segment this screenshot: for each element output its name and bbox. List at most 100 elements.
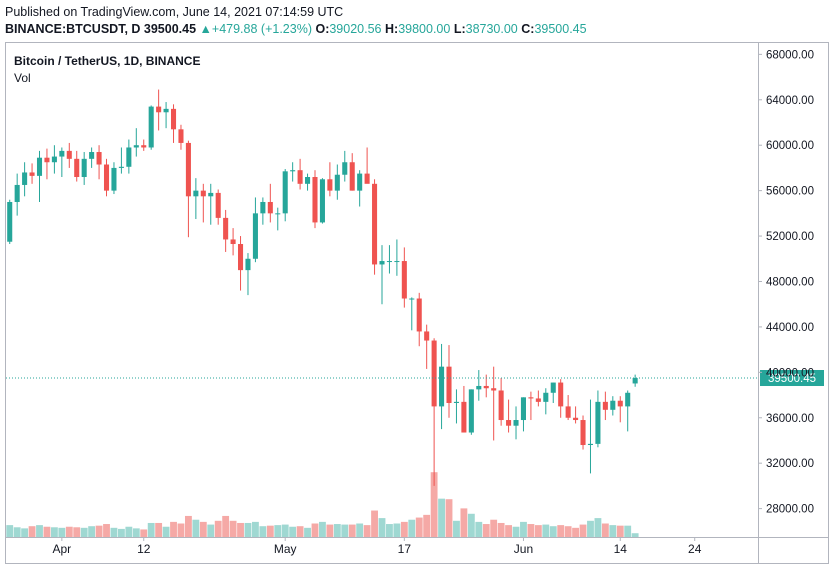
candle-body <box>29 172 35 176</box>
change-arrow-icon: ▲ <box>199 22 212 36</box>
candle-body <box>252 213 258 259</box>
volume-bar <box>631 533 639 537</box>
open-value: 39020.56 <box>329 22 382 36</box>
candle-body <box>409 298 415 300</box>
candle-body <box>632 378 638 384</box>
close-label: C: <box>521 22 535 36</box>
legend-volume-label: Vol <box>14 71 31 85</box>
last-price-label: 39500.45 <box>768 373 816 385</box>
volume-bar <box>572 527 580 537</box>
candle-body <box>51 156 57 163</box>
volume-bar <box>147 522 155 537</box>
volume-bar <box>445 499 453 537</box>
high-label: H: <box>384 22 399 36</box>
high-value: 39800.00 <box>398 22 451 36</box>
candle-body <box>587 443 594 446</box>
volume-bar <box>266 525 274 537</box>
x-tick-label: 14 <box>614 542 628 556</box>
published-line: Published on TradingView.com, June 14, 2… <box>5 5 344 19</box>
x-tick-label: 24 <box>688 542 702 556</box>
volume-bar <box>162 526 170 537</box>
volume-bar <box>326 524 334 537</box>
candle-body <box>44 157 50 163</box>
volume-bar <box>244 522 252 537</box>
open-label: O: <box>315 22 330 36</box>
candle-body <box>156 106 162 113</box>
volume-bar <box>393 523 401 537</box>
y-tick-label: 40000.00 <box>766 367 814 379</box>
volume-bar <box>155 522 163 537</box>
y-tick-label: 64000.00 <box>766 95 814 107</box>
candle-body <box>543 392 549 402</box>
candle-body <box>89 152 95 159</box>
low-value: 38730.00 <box>465 22 518 36</box>
candle-body <box>290 170 296 172</box>
candle-body <box>36 157 43 176</box>
candle-body <box>319 179 325 223</box>
y-tick-label: 52000.00 <box>766 231 814 243</box>
y-tick-label: 60000.00 <box>766 140 814 152</box>
volume-bar <box>177 523 185 537</box>
volume-bar <box>438 498 445 537</box>
chart-header: Published on TradingView.com, June 14, 2… <box>5 4 587 38</box>
low-label: L: <box>453 22 466 36</box>
candle-body <box>305 177 311 184</box>
y-tick-label: 36000.00 <box>766 413 814 425</box>
y-tick-label: 28000.00 <box>766 504 814 516</box>
candle-body <box>550 382 556 393</box>
y-tick-label: 44000.00 <box>766 322 814 334</box>
symbol-line: BINANCE:BTCUSDT, D 39500.45 ▲+479.88 (+1… <box>5 21 587 38</box>
candle-body <box>334 174 340 191</box>
volume-bar <box>341 524 349 537</box>
volume-bar <box>453 520 460 537</box>
candle-body <box>74 158 80 178</box>
candle-body <box>364 173 370 184</box>
candle-body <box>223 217 229 240</box>
candle-body <box>275 213 281 215</box>
volume-bar <box>6 525 14 537</box>
candle-body <box>476 385 482 390</box>
candle-body <box>14 184 20 202</box>
candle-body <box>424 331 430 341</box>
volume-bar <box>110 527 118 537</box>
volume-bar <box>50 527 58 537</box>
candle-body <box>580 420 586 446</box>
overlay-layer: 39500.45 <box>6 370 824 387</box>
volume-bar <box>73 527 81 537</box>
candle-body <box>81 158 87 178</box>
candle-body <box>193 190 199 197</box>
volume-bar <box>587 520 594 537</box>
candle-body <box>498 390 504 421</box>
candle-body <box>401 261 407 299</box>
volume-bar <box>65 526 73 537</box>
legend-title: Bitcoin / TetherUS, 1D, BINANCE <box>14 54 201 68</box>
candle-body <box>133 145 139 148</box>
candle-body <box>200 190 206 197</box>
volume-bar <box>482 524 490 537</box>
volume-bar <box>259 526 267 537</box>
candle-body <box>245 258 251 271</box>
candle-body <box>431 340 437 407</box>
volume-bar <box>319 521 326 537</box>
candle-body <box>535 398 541 402</box>
chart-legend: Bitcoin / TetherUS, 1D, BINANCE Vol <box>14 53 200 87</box>
candle-body <box>103 164 110 191</box>
volume-bar <box>356 523 364 537</box>
volume-bar <box>624 525 632 537</box>
volume-bar <box>400 521 408 537</box>
volume-bar <box>408 519 416 537</box>
volume-bar <box>616 525 624 537</box>
volume-bar <box>512 526 520 537</box>
volume-bar <box>199 521 207 537</box>
candle-body <box>558 382 564 407</box>
volume-bar <box>207 524 215 537</box>
price-change: +479.88 (+1.23%) <box>211 22 312 36</box>
volume-bar <box>95 525 103 537</box>
candle-body <box>357 173 363 191</box>
volume-bar <box>21 528 29 537</box>
volume-bar <box>534 525 542 537</box>
candle-body <box>327 179 333 191</box>
candle-body <box>282 171 288 214</box>
candle-body <box>208 192 214 197</box>
